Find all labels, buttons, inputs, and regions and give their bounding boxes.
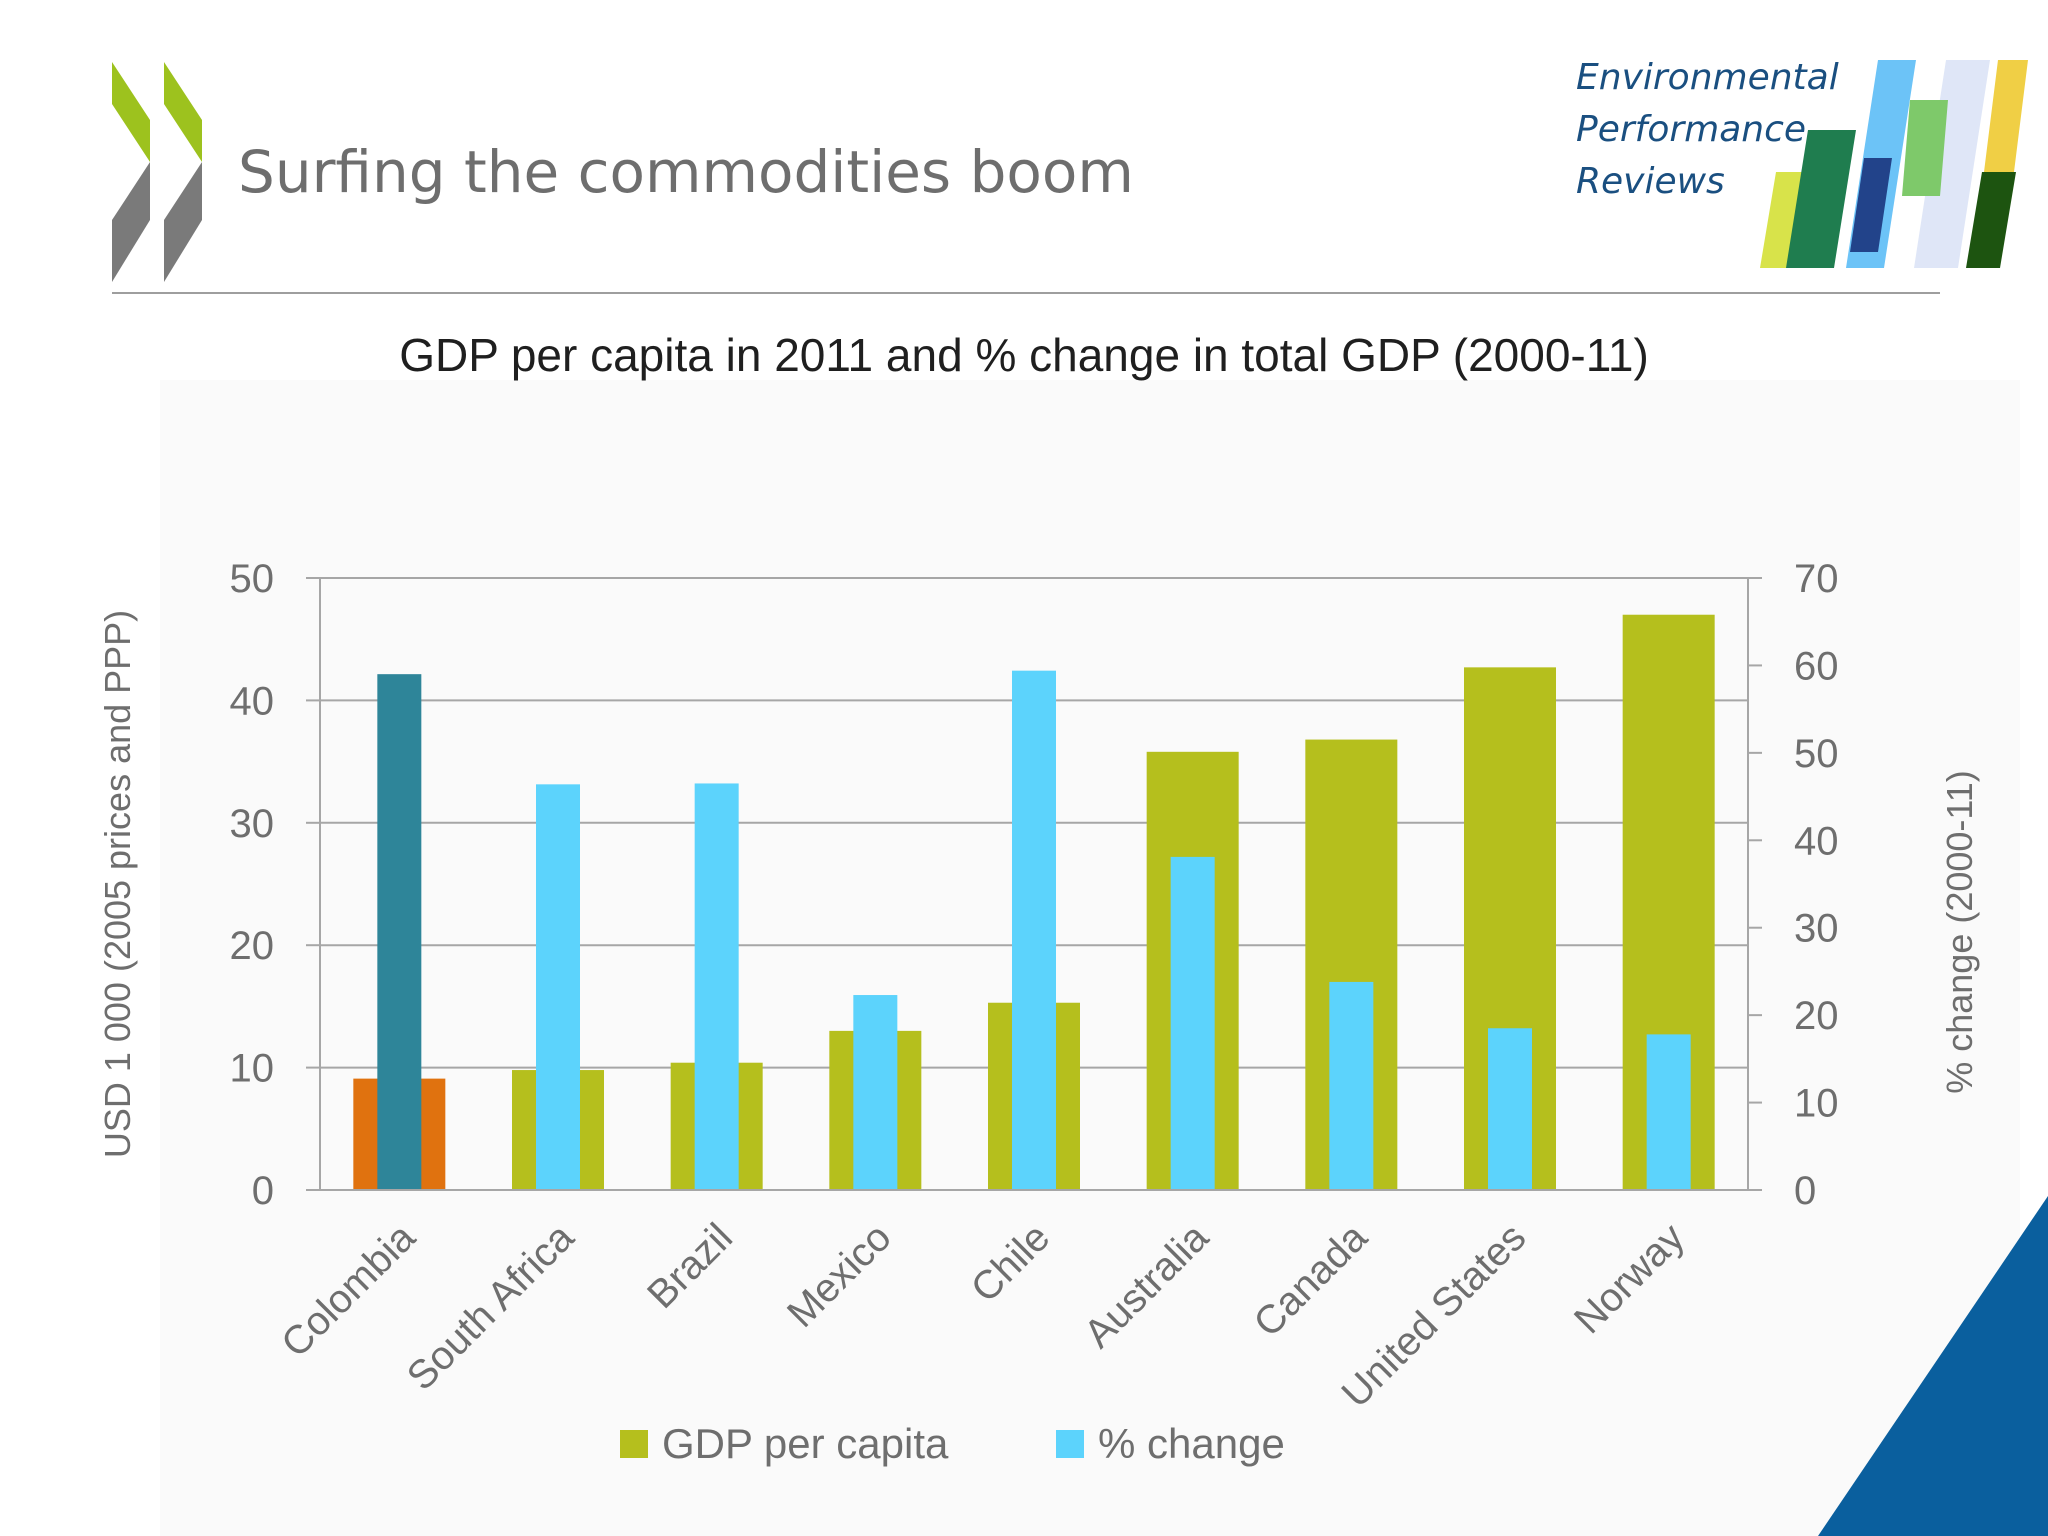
y-axis-tick-label: 30: [230, 802, 275, 846]
y2-axis-tick-label: 10: [1794, 1082, 1839, 1126]
x-axis-category-label: South Africa: [399, 1215, 583, 1399]
header-divider: [112, 292, 1940, 294]
brand-line-3: Reviews: [1576, 161, 1725, 202]
x-axis-category-label: Brazil: [639, 1215, 741, 1317]
oecd-chevrons-logo: [112, 62, 202, 282]
bar-percent-change: [377, 674, 422, 1190]
bar-percent-change: [1646, 1034, 1691, 1190]
bar-percent-change: [694, 783, 739, 1190]
chart-title: GDP per capita in 2011 and % change in t…: [399, 329, 1649, 381]
legend-swatch-change: [1056, 1430, 1084, 1458]
corner-triangle-decoration: [1818, 1196, 2048, 1536]
bar-percent-change: [1012, 670, 1056, 1190]
y-axis-tick-label: 20: [230, 924, 275, 968]
legend-swatch-gdp: [620, 1430, 648, 1458]
y2-axis-tick-label: 70: [1794, 557, 1839, 601]
y-axis-title: USD 1 000 (2005 prices and PPP): [97, 610, 138, 1158]
y2-axis-tick-label: 40: [1794, 819, 1839, 863]
bar-percent-change: [1170, 856, 1215, 1190]
y2-axis-tick-label: 20: [1794, 994, 1839, 1038]
bar-percent-change: [1329, 981, 1374, 1190]
y2-axis-tick-label: 0: [1794, 1169, 1816, 1213]
slide-title: Surfing the commodities boom: [238, 138, 1134, 206]
y-axis-tick-label: 40: [230, 679, 275, 723]
x-axis-category-label: Norway: [1566, 1215, 1693, 1342]
legend-label-gdp: GDP per capita: [662, 1420, 949, 1467]
x-axis-category-label: Chile: [963, 1215, 1059, 1311]
brand-line-2: Performance: [1576, 109, 1807, 150]
y2-axis-tick-label: 30: [1794, 907, 1839, 951]
y2-axis-tick-label: 50: [1794, 732, 1839, 776]
x-axis-category-label: Colombia: [273, 1215, 424, 1366]
x-axis-category-label: Canada: [1246, 1215, 1377, 1346]
brand-line-1: Environmental: [1576, 57, 1839, 98]
legend-label-change: % change: [1098, 1420, 1285, 1467]
x-axis-category-label: Australia: [1076, 1215, 1218, 1357]
bar-percent-change: [536, 784, 580, 1190]
y-axis-tick-label: 10: [230, 1047, 275, 1091]
bar-percent-change: [853, 995, 898, 1190]
y-axis-tick-label: 0: [252, 1169, 274, 1213]
brand-stripes-graphic: [1760, 60, 2028, 268]
x-axis-category-label: Mexico: [779, 1215, 900, 1336]
y-axis-tick-label: 50: [230, 557, 275, 601]
y2-axis-tick-label: 60: [1794, 644, 1839, 688]
brand-wordmark: Environmental Performance Reviews: [1576, 52, 1839, 208]
bar-percent-change: [1488, 1028, 1532, 1190]
y2-axis-title: % change (2000-11): [1939, 770, 1980, 1094]
